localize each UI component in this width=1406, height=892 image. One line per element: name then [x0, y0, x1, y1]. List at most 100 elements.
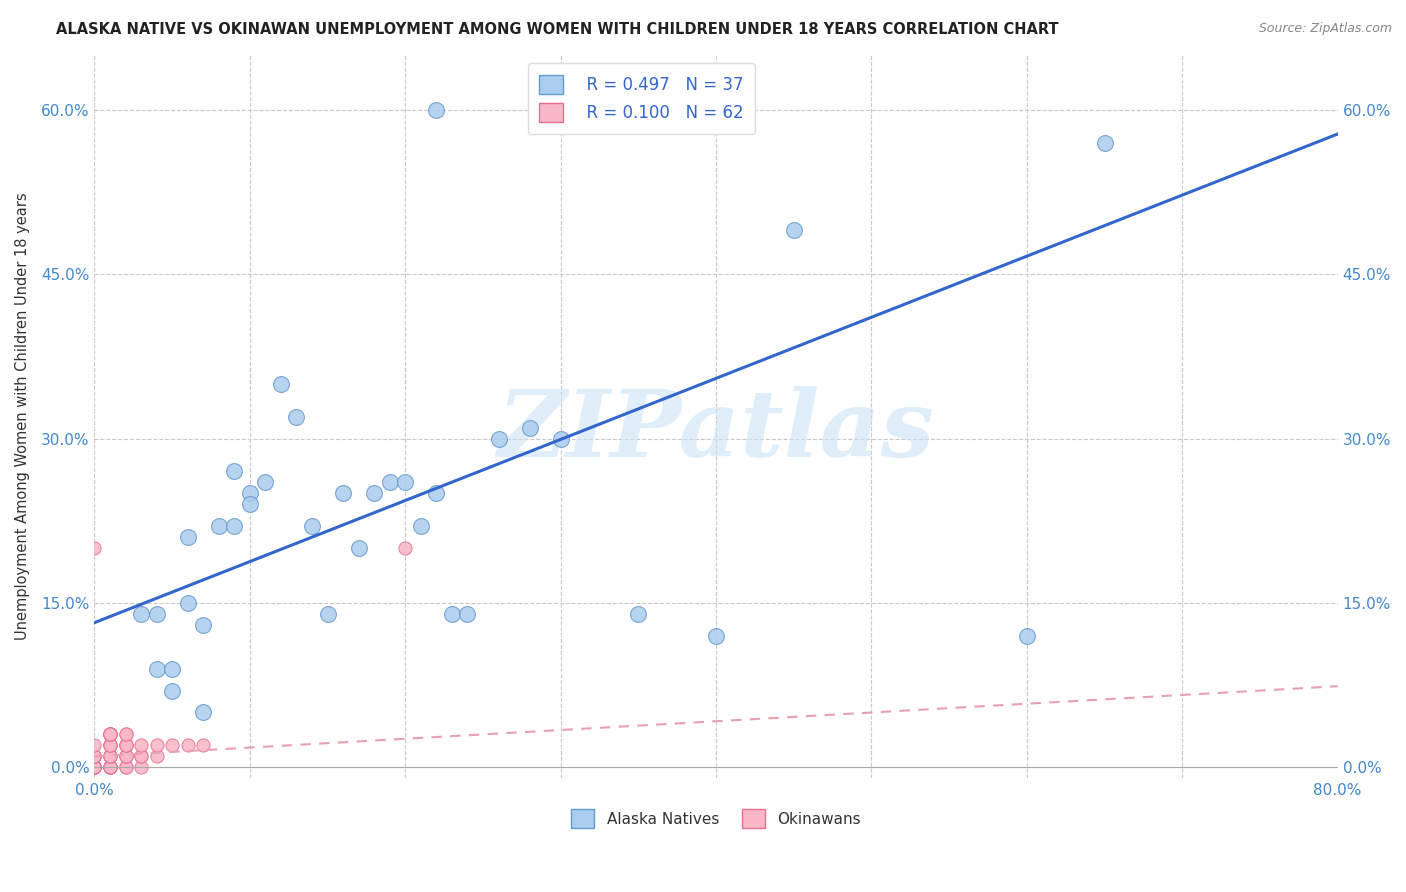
Point [83, 760, 105, 774]
Point [98, 760, 121, 774]
Point [177, 739, 200, 753]
Point [83, 760, 105, 774]
Point [224, 465, 246, 479]
Point [98, 727, 121, 741]
Point [114, 739, 136, 753]
Point [363, 486, 385, 500]
Y-axis label: Unemployment Among Women with Children Under 18 years: Unemployment Among Women with Children U… [15, 193, 30, 640]
Point [98, 739, 121, 753]
Point [177, 596, 200, 610]
Point [394, 541, 416, 556]
Point [193, 617, 215, 632]
Point [145, 749, 167, 764]
Point [98, 727, 121, 741]
Point [98, 749, 121, 764]
Point [239, 486, 262, 500]
Point [627, 607, 650, 621]
Text: ZIPatlas: ZIPatlas [498, 386, 935, 476]
Point [83, 760, 105, 774]
Point [98, 727, 121, 741]
Point [1015, 629, 1038, 643]
Point [98, 739, 121, 753]
Point [83, 749, 105, 764]
Point [83, 760, 105, 774]
Point [114, 749, 136, 764]
Point [704, 629, 727, 643]
Point [83, 739, 105, 753]
Point [98, 749, 121, 764]
Point [98, 727, 121, 741]
Point [394, 475, 416, 490]
Text: Source: ZipAtlas.com: Source: ZipAtlas.com [1258, 22, 1392, 36]
Text: ALASKA NATIVE VS OKINAWAN UNEMPLOYMENT AMONG WOMEN WITH CHILDREN UNDER 18 YEARS : ALASKA NATIVE VS OKINAWAN UNEMPLOYMENT A… [56, 22, 1059, 37]
Point [224, 519, 246, 533]
Point [160, 683, 183, 698]
Point [83, 541, 105, 556]
Point [519, 420, 541, 434]
Point [783, 223, 806, 237]
Point [114, 739, 136, 753]
Point [145, 739, 167, 753]
Point [270, 376, 292, 391]
Point [177, 530, 200, 544]
Point [114, 739, 136, 753]
Point [332, 486, 354, 500]
Point [129, 739, 152, 753]
Point [160, 662, 183, 676]
Point [193, 739, 215, 753]
Point [129, 749, 152, 764]
Legend: Alaska Natives, Okinawans: Alaska Natives, Okinawans [564, 802, 869, 836]
Point [83, 760, 105, 774]
Point [301, 519, 323, 533]
Point [145, 662, 167, 676]
Point [98, 760, 121, 774]
Point [114, 727, 136, 741]
Point [1094, 136, 1116, 150]
Point [409, 519, 432, 533]
Point [83, 760, 105, 774]
Point [114, 749, 136, 764]
Point [114, 749, 136, 764]
Point [193, 706, 215, 720]
Point [129, 607, 152, 621]
Point [98, 727, 121, 741]
Point [316, 607, 339, 621]
Point [160, 739, 183, 753]
Point [456, 607, 478, 621]
Point [114, 760, 136, 774]
Point [425, 486, 447, 500]
Point [83, 760, 105, 774]
Point [98, 749, 121, 764]
Point [98, 760, 121, 774]
Point [347, 541, 370, 556]
Point [98, 760, 121, 774]
Point [285, 409, 308, 424]
Point [488, 432, 510, 446]
Point [83, 749, 105, 764]
Point [98, 760, 121, 774]
Point [114, 739, 136, 753]
Point [129, 760, 152, 774]
Point [83, 760, 105, 774]
Point [98, 739, 121, 753]
Point [83, 749, 105, 764]
Point [114, 760, 136, 774]
Point [378, 475, 401, 490]
Point [550, 432, 572, 446]
Point [98, 727, 121, 741]
Point [440, 607, 463, 621]
Point [239, 497, 262, 511]
Point [145, 607, 167, 621]
Point [83, 760, 105, 774]
Point [83, 760, 105, 774]
Point [83, 760, 105, 774]
Point [129, 749, 152, 764]
Point [425, 103, 447, 117]
Point [83, 760, 105, 774]
Point [83, 760, 105, 774]
Point [208, 519, 231, 533]
Point [98, 760, 121, 774]
Point [98, 739, 121, 753]
Point [254, 475, 277, 490]
Point [114, 727, 136, 741]
